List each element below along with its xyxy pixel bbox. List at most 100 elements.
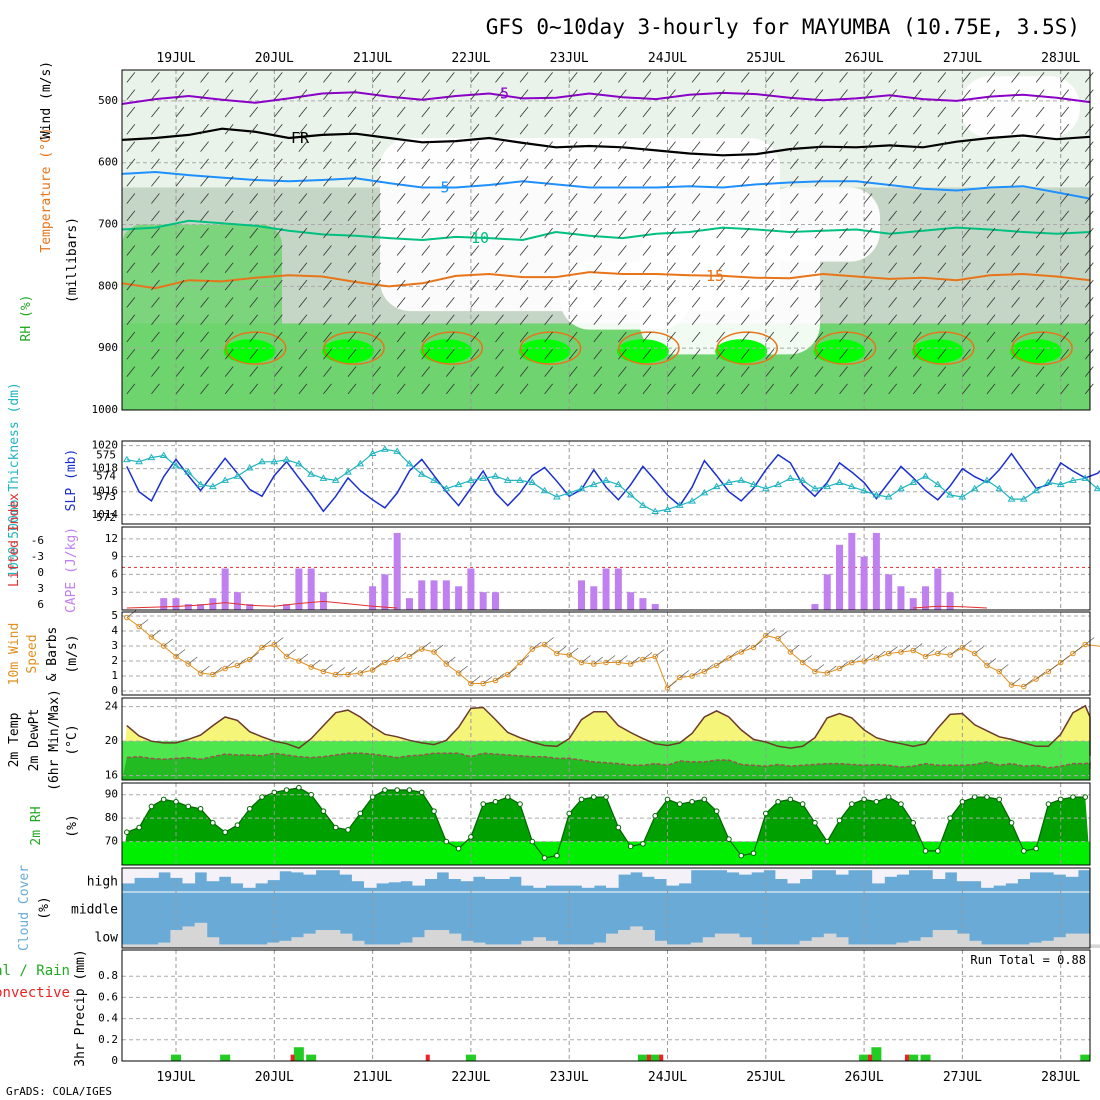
wind-barb: [544, 314, 553, 325]
wind-barb: [1011, 245, 1020, 256]
wind-barb: [200, 279, 209, 291]
wind-speed-point: [738, 649, 745, 655]
wind-barb: [716, 175, 725, 187]
wind-barb: [740, 297, 750, 308]
wind-barb: [667, 124, 676, 135]
wind-barb: [126, 331, 136, 343]
wind-speed-point: [799, 659, 806, 666]
wind-barb: [421, 158, 431, 170]
wind-barb: [618, 210, 627, 222]
wind-barb: [200, 297, 209, 308]
wind-barb: [839, 383, 848, 395]
rh-point: [947, 815, 953, 821]
rh-point: [566, 810, 573, 817]
wind-speed-point: [271, 641, 278, 648]
cloud-low-bar: [593, 942, 607, 948]
wind-barb: [347, 667, 358, 675]
rh-point: [861, 796, 867, 803]
isotherm-line: [121, 91, 1091, 105]
pressure-tick-label: 900: [98, 341, 118, 354]
wind-barb: [421, 227, 431, 239]
rh-point: [836, 817, 843, 824]
wind-barb: [888, 262, 897, 274]
wind-speed-point: [676, 674, 683, 681]
cloud-high-bar: [835, 868, 849, 875]
wind-barb: [1084, 89, 1094, 100]
thickness-point: [405, 459, 414, 467]
rh-point: [173, 798, 179, 805]
cloud-high-bar: [1041, 868, 1055, 873]
wind-speed-point: [824, 670, 831, 676]
wind-barb: [740, 262, 750, 274]
wind-barb: [863, 158, 873, 170]
cloud-low-bar: [134, 944, 147, 948]
wind-speed-point: [787, 649, 794, 655]
wind-barb: [593, 245, 603, 256]
wind-barb: [716, 106, 725, 118]
wind-barb: [667, 331, 676, 343]
thickness-point: [282, 455, 291, 463]
date-label-bottom: 23JUL: [550, 1070, 589, 1085]
wind-barb: [347, 158, 357, 170]
cape-bar: [221, 568, 229, 610]
rh-point: [590, 794, 597, 800]
wind-barb: [298, 158, 308, 170]
wind-barb: [974, 646, 984, 654]
cape-tick-label: 9: [111, 550, 118, 563]
wind-barb: [446, 89, 455, 100]
rh-point: [959, 798, 966, 805]
cloud-high-bar: [1065, 868, 1079, 877]
cape-bar: [627, 592, 635, 610]
wind-barb: [642, 279, 652, 291]
wind-barb: [618, 175, 627, 187]
wind-barb: [1060, 175, 1070, 187]
wind-barb: [912, 245, 922, 256]
wind-barb: [323, 141, 332, 152]
thickness-point: [1069, 476, 1077, 483]
wind-barb: [323, 331, 332, 343]
cape-bar: [184, 604, 192, 610]
wind-barb: [765, 193, 775, 204]
cape-bar: [430, 580, 438, 610]
wind-speed-point: [726, 655, 732, 661]
wind-barb: [175, 141, 185, 152]
wind-barb: [126, 262, 136, 274]
wind-barb: [151, 349, 160, 360]
wind-barb: [298, 349, 308, 360]
cloud-low-bar: [908, 940, 922, 948]
wind-barb: [937, 349, 947, 360]
wind-barb: [175, 649, 186, 657]
temperature-line: [126, 704, 1091, 756]
wind-barb: [568, 349, 578, 360]
thickness-point: [823, 482, 832, 490]
wind-barb: [912, 279, 922, 291]
isotherm-20: [814, 331, 877, 365]
wind-barb: [716, 210, 725, 222]
wind-barb: [200, 665, 210, 674]
wind-barb: [937, 158, 947, 170]
precip-total-bar: [293, 1047, 304, 1061]
wind-barb: [986, 245, 996, 256]
cape-bar: [897, 586, 905, 610]
wind-barb: [765, 106, 775, 118]
wind-barb: [937, 227, 947, 239]
cloud-high-bar: [618, 868, 631, 875]
rh-point: [369, 794, 376, 800]
wind-speed-point: [984, 662, 990, 669]
wind-barb: [986, 124, 996, 135]
wind-barb: [446, 124, 455, 135]
rh-moist-region: [122, 224, 282, 410]
wind-barb: [1035, 141, 1045, 152]
wind-barb: [814, 349, 824, 360]
thickness-point: [381, 445, 389, 452]
rh-point: [308, 791, 314, 798]
wind-axis-label: & Barbs: [45, 627, 60, 682]
cape-bar: [405, 598, 413, 610]
wind-barb: [986, 227, 996, 239]
wind-barb: [421, 193, 431, 204]
wind-barb: [642, 366, 652, 377]
wind-barb: [446, 106, 455, 118]
precip-total-bar: [871, 1047, 882, 1061]
pressure-tick-label: 700: [98, 218, 118, 231]
wind-barb: [740, 141, 750, 152]
